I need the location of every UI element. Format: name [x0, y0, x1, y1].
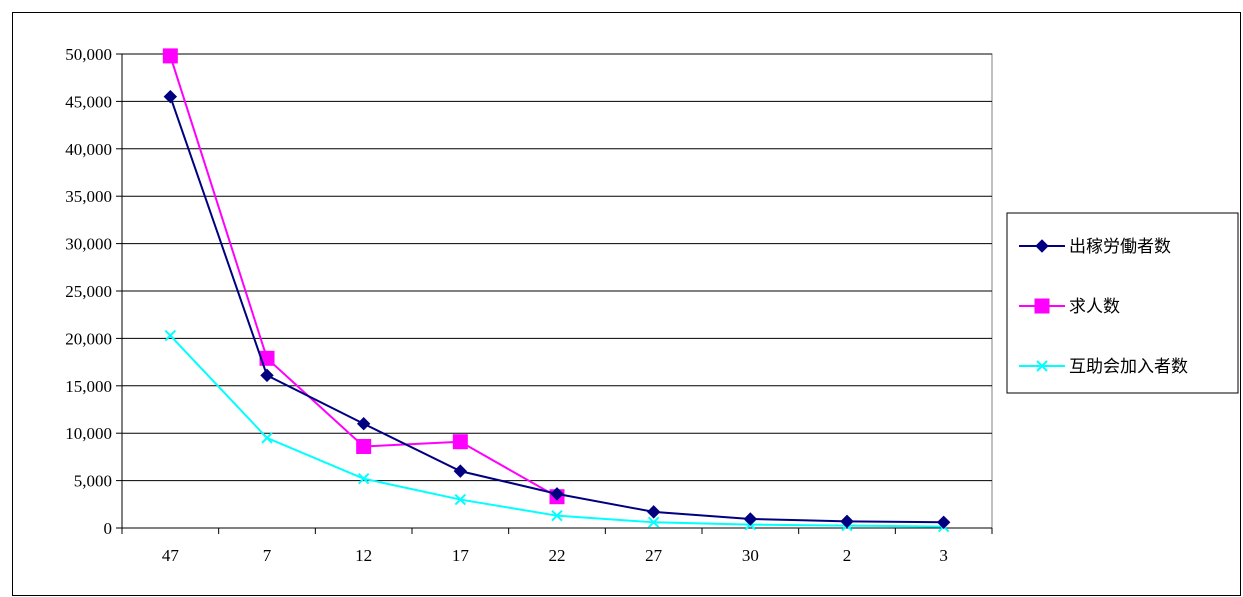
y-tick-label: 25,000 [65, 282, 112, 301]
data-point [647, 516, 660, 529]
y-tick-label: 20,000 [65, 329, 112, 348]
x-tick-label: 2 [843, 546, 852, 565]
data-point [551, 509, 563, 522]
data-point [550, 487, 564, 501]
series-1 [162, 48, 565, 505]
marker-stroke [1036, 360, 1048, 372]
grid [121, 53, 993, 529]
y-tick-label: 40,000 [65, 140, 112, 159]
x-tick-label: 22 [549, 546, 566, 565]
x-tick-label: 30 [742, 546, 759, 565]
legend-label: 互助会加入者数 [1069, 357, 1188, 377]
y-tick-label: 15,000 [65, 377, 112, 396]
axes: 0 5,000 10,000 15,000 20,000 25,000 30,000 35,0… [65, 45, 993, 565]
data-point [357, 472, 370, 485]
x-tick-label: 7 [263, 546, 272, 565]
y-tick-label: 10,000 [65, 424, 112, 443]
data-point [356, 438, 372, 454]
data-point [260, 368, 274, 383]
legend-marker [1035, 239, 1049, 253]
data-point [743, 512, 758, 526]
x-tick-label: 27 [645, 546, 663, 565]
data-point [162, 48, 178, 64]
y-tick-label: 5,000 [74, 472, 112, 491]
marker-stroke [164, 329, 177, 342]
series-line [169, 55, 558, 498]
marker-stroke [551, 509, 563, 522]
y-tick-label: 35,000 [65, 187, 112, 206]
x-tick-label: 3 [939, 546, 948, 565]
legend-label: 求人数 [1069, 297, 1120, 317]
data-point [936, 515, 951, 530]
data-point [452, 434, 468, 450]
data-point [454, 493, 467, 506]
data-point [646, 505, 661, 519]
legend-label: 出稼労働者数 [1069, 237, 1171, 257]
data-point [261, 432, 273, 444]
marker-stroke [357, 472, 370, 485]
series-0 [163, 89, 951, 530]
y-tick-label: 45,000 [65, 92, 112, 111]
x-tick-label: 12 [355, 546, 372, 565]
data-point [164, 329, 177, 342]
x-tick-label: 47 [162, 546, 180, 565]
y-tick-label: 0 [104, 519, 113, 538]
y-tick-label: 50,000 [65, 45, 112, 64]
marker-stroke [261, 432, 273, 444]
y-tick-label: 30,000 [65, 235, 112, 254]
data-point [259, 350, 275, 366]
data-point [356, 417, 371, 431]
data-point [163, 89, 178, 104]
data-point [840, 514, 854, 529]
data-point [453, 464, 468, 478]
marker-stroke [647, 516, 660, 529]
legend-marker [1034, 298, 1050, 314]
series [162, 48, 951, 533]
legend-marker [1036, 360, 1048, 372]
series-line [169, 96, 944, 524]
marker-stroke [454, 493, 467, 506]
x-tick-label: 17 [452, 546, 470, 565]
